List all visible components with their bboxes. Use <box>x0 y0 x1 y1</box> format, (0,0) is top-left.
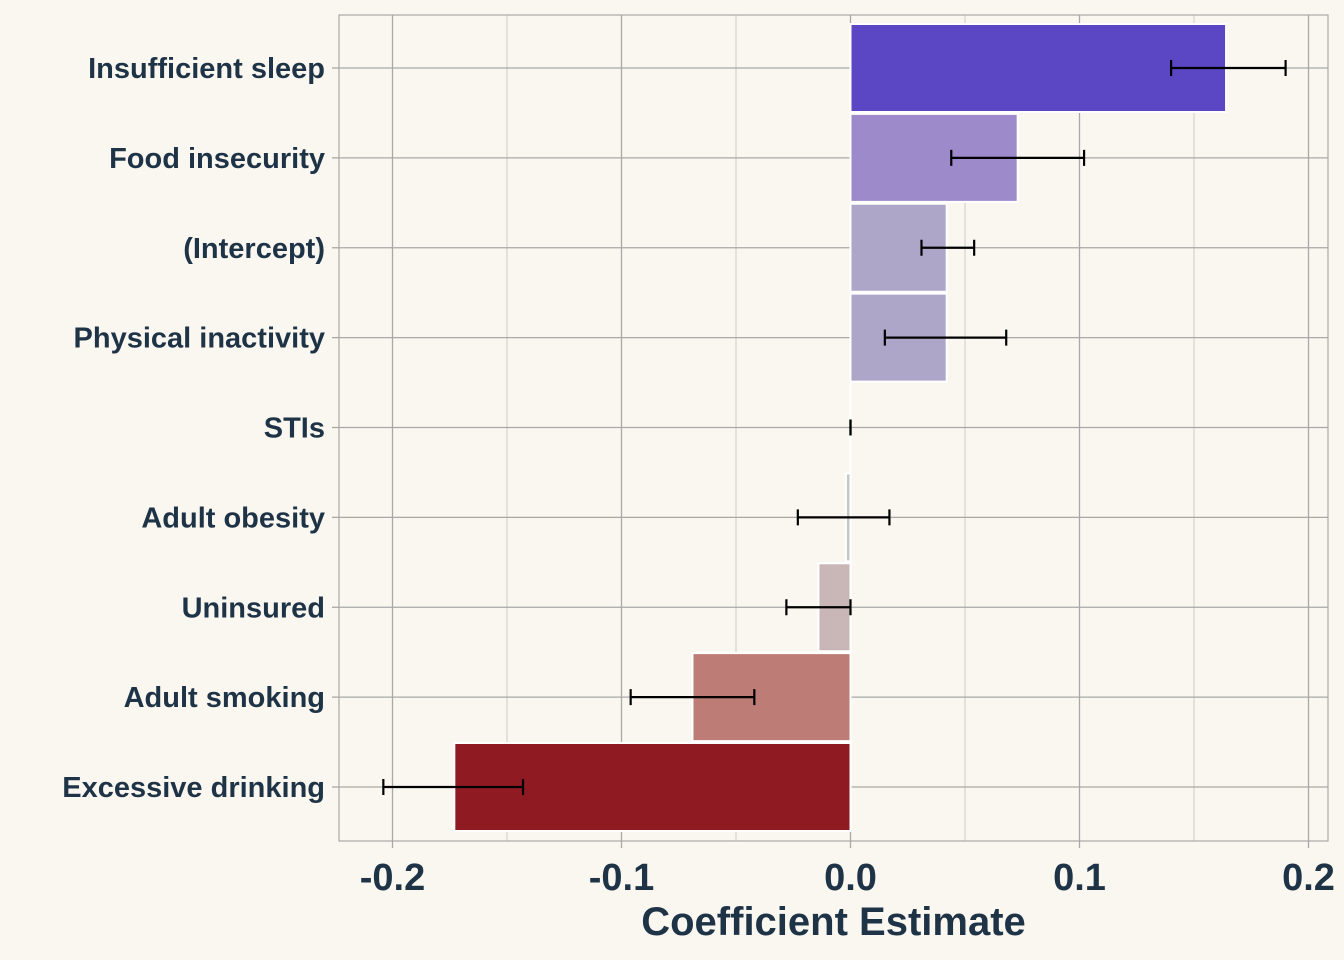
x-axis-title: Coefficient Estimate <box>641 900 1026 944</box>
bar <box>849 23 1228 113</box>
category-label: Insufficient sleep <box>88 53 325 85</box>
category-label: Physical inactivity <box>74 323 325 355</box>
x-tick-label: 0.2 <box>1282 857 1335 899</box>
category-label: Uninsured <box>182 592 325 624</box>
category-label: Excessive drinking <box>62 772 325 804</box>
x-tick-label: -0.1 <box>589 857 654 899</box>
category-label: (Intercept) <box>183 233 325 265</box>
category-labels: Insufficient sleep Food insecurity (Interc… <box>62 53 325 804</box>
x-tick-label: 0.1 <box>1053 857 1106 899</box>
x-tick-label: -0.2 <box>360 857 425 899</box>
plot-panel-border <box>338 14 1329 842</box>
category-label: Adult smoking <box>124 682 325 714</box>
x-tick-labels: -0.2 -0.1 0.0 0.1 0.2 <box>360 857 1335 899</box>
x-tick-label: 0.0 <box>824 857 877 899</box>
category-label: Food insecurity <box>109 143 325 175</box>
category-label: Adult obesity <box>141 502 325 534</box>
error-bars <box>382 60 1287 795</box>
category-label: STIs <box>264 413 325 445</box>
